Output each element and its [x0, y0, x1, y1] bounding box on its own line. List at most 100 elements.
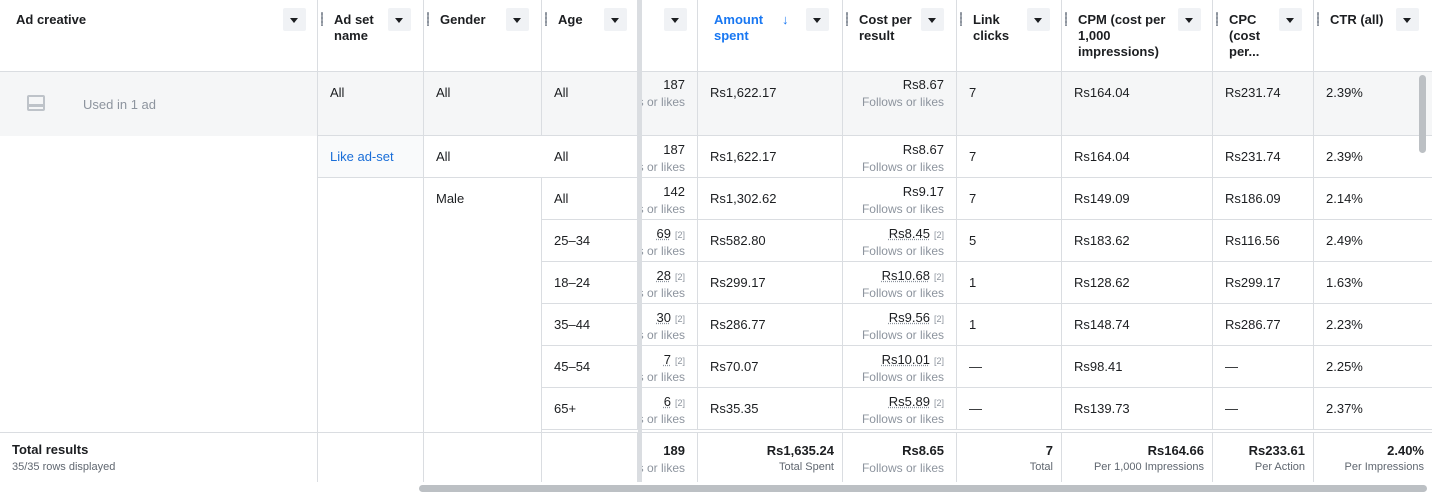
totals-value: Rs1,635.24 — [766, 443, 834, 458]
chevron-down-icon[interactable] — [1279, 8, 1302, 31]
cell-value: Rs286.77 — [710, 317, 766, 332]
col-header-results[interactable] — [642, 0, 698, 72]
chevron-down-icon[interactable] — [664, 8, 687, 31]
cell-value: 7 — [969, 85, 977, 100]
footnote-marker[interactable]: [2] — [674, 230, 685, 240]
cell-subtext: s or likes — [642, 412, 685, 426]
horizontal-scrollbar[interactable] — [419, 485, 1427, 492]
totals-value: 189 — [663, 443, 685, 458]
frozen-column-divider[interactable] — [638, 0, 642, 482]
drag-handle-icon[interactable] — [1065, 12, 1067, 26]
table-cell: 1 — [957, 304, 1062, 346]
table-cell: Rs139.73 — [1062, 388, 1213, 430]
col-header-cost-per-result[interactable]: Cost per result — [843, 0, 957, 72]
table-cell: Rs183.62 — [1062, 220, 1213, 262]
cell-subtext: Follows or likes — [861, 412, 944, 426]
cell-value[interactable]: 30 — [656, 310, 671, 325]
cell-value: 2.39% — [1326, 149, 1363, 164]
table-cell: 30 [2] s or likes — [642, 304, 698, 346]
drag-handle-icon[interactable] — [1317, 12, 1319, 26]
cell-subtext: Follows or likes — [861, 95, 944, 109]
footnote-marker[interactable]: [2] — [933, 230, 944, 240]
drag-handle-icon[interactable] — [846, 12, 848, 26]
cell-value: All — [330, 85, 345, 100]
cell-value[interactable]: Rs10.68 — [881, 268, 930, 283]
table-cell: Rs8.67 Follows or likes — [843, 72, 957, 136]
cell-value[interactable]: Rs10.01 — [881, 352, 930, 367]
cell-subtext: s or likes — [642, 160, 685, 174]
drag-handle-icon[interactable] — [960, 12, 962, 26]
cell-value[interactable]: 7 — [663, 352, 671, 367]
sort-descending-icon[interactable]: ↓ — [782, 12, 789, 27]
col-header-ad-set-name[interactable]: Ad set name — [318, 0, 424, 72]
chevron-down-icon[interactable] — [1178, 8, 1201, 31]
drag-handle-icon[interactable] — [545, 12, 547, 26]
chevron-down-icon[interactable] — [388, 8, 411, 31]
cell-value: — — [1225, 359, 1238, 374]
cell-subtext: s or likes — [642, 95, 685, 109]
table-cell: Rs286.77 — [1213, 304, 1314, 346]
cell-value[interactable]: Rs5.89 — [888, 394, 930, 409]
cell-value: Rs582.80 — [710, 233, 766, 248]
cell-value: Rs299.17 — [1225, 275, 1281, 290]
footnote-marker[interactable]: [2] — [674, 272, 685, 282]
cell-value: 2.37% — [1326, 401, 1363, 416]
drag-handle-icon[interactable] — [321, 12, 323, 26]
gender-value: Male — [436, 191, 465, 206]
col-header-cpc[interactable]: CPC (cost per... — [1213, 0, 1314, 72]
vertical-scrollbar[interactable] — [1419, 75, 1426, 153]
chevron-down-icon[interactable] — [1027, 8, 1050, 31]
chevron-down-icon[interactable] — [806, 8, 829, 31]
table-cell: Rs148.74 — [1062, 304, 1213, 346]
footnote-marker[interactable]: [2] — [674, 356, 685, 366]
chevron-down-icon[interactable] — [604, 8, 627, 31]
table-cell: Rs98.41 — [1062, 346, 1213, 388]
table-cell: Rs8.67 Follows or likes — [843, 136, 957, 178]
table-cell: All — [424, 72, 542, 136]
col-header-ctr[interactable]: CTR (all) — [1314, 0, 1432, 72]
col-header-ad-creative[interactable]: Ad creative — [0, 0, 318, 72]
table-cell: 69 [2] s or likes — [642, 220, 698, 262]
footnote-marker[interactable]: [2] — [933, 314, 944, 324]
cell-value-wrap: 7 [2] — [664, 352, 685, 367]
table-cell: Rs35.35 — [698, 388, 843, 430]
cell-value: Rs164.04 — [1074, 85, 1130, 100]
cell-subtext: s or likes — [642, 286, 685, 300]
col-header-cpm[interactable]: CPM (cost per 1,000 impressions) — [1062, 0, 1213, 72]
cell-value: Rs116.56 — [1225, 233, 1280, 248]
footnote-marker[interactable]: [2] — [674, 398, 685, 408]
ad-set-link[interactable]: Like ad-set — [330, 149, 394, 164]
chevron-down-icon[interactable] — [283, 8, 306, 31]
ad-creative-cell[interactable]: Used in 1 ad — [0, 72, 318, 136]
col-header-link-clicks[interactable]: Link clicks — [957, 0, 1062, 72]
chevron-down-icon[interactable] — [921, 8, 944, 31]
table-cell: 28 [2] s or likes — [642, 262, 698, 304]
footnote-marker[interactable]: [2] — [933, 272, 944, 282]
drag-handle-icon[interactable] — [1216, 12, 1218, 26]
col-header-gender[interactable]: Gender — [424, 0, 542, 72]
drag-handle-icon[interactable] — [427, 12, 429, 26]
cell-value: — — [1225, 401, 1238, 416]
table-cell: Rs164.04 — [1062, 136, 1213, 178]
cell-value[interactable]: 69 — [656, 226, 671, 241]
cell-value: Rs1,622.17 — [710, 149, 777, 164]
cell-subtext: s or likes — [642, 244, 685, 258]
footnote-marker[interactable]: [2] — [933, 356, 944, 366]
col-header-amount-spent[interactable]: Amount spent ↓ — [698, 0, 843, 72]
chevron-down-icon[interactable] — [506, 8, 529, 31]
cell-value: 2.49% — [1326, 233, 1363, 248]
cell-value[interactable]: 6 — [663, 394, 671, 409]
cell-value: All — [554, 85, 569, 100]
cell-value: — — [969, 359, 982, 374]
used-in-ads-label: Used in 1 ad — [83, 97, 156, 112]
cell-value[interactable]: Rs8.45 — [888, 226, 930, 241]
footnote-marker[interactable]: [2] — [674, 314, 685, 324]
footnote-marker[interactable]: [2] — [933, 398, 944, 408]
cell-value[interactable]: 28 — [656, 268, 671, 283]
table-cell: Rs149.09 — [1062, 178, 1213, 220]
totals-value: Rs8.65 — [902, 443, 944, 458]
chevron-down-icon[interactable] — [1396, 8, 1419, 31]
col-header-age[interactable]: Age — [542, 0, 638, 72]
cell-value: 1 — [969, 275, 977, 290]
cell-value[interactable]: Rs9.56 — [888, 310, 930, 325]
